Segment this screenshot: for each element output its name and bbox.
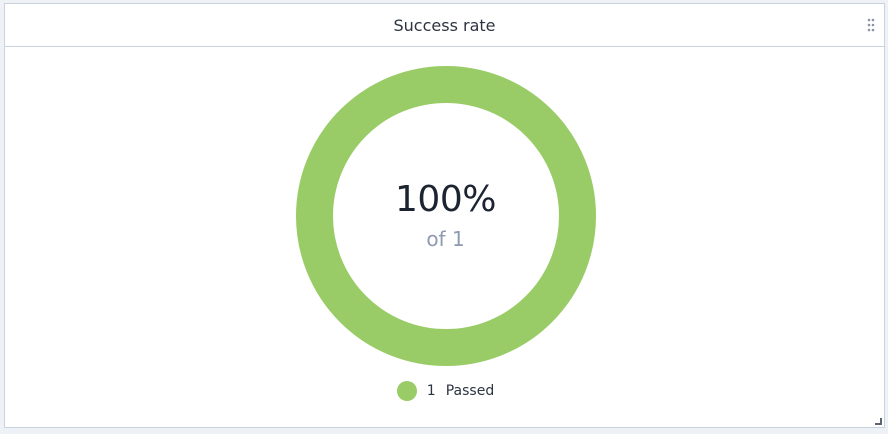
chart-legend: 1 Passed — [5, 381, 886, 401]
resize-corner-icon[interactable] — [875, 418, 882, 425]
legend-label-passed[interactable]: Passed — [445, 383, 495, 399]
total-count: of 1 — [426, 227, 465, 251]
drag-handle-icon[interactable] — [867, 18, 875, 32]
widget-title: Success rate — [393, 15, 496, 35]
donut-chart — [296, 66, 596, 366]
legend-swatch-passed — [396, 381, 417, 401]
widget-header: Success rate — [5, 4, 884, 47]
chart-area: 100% of 1 1 Passed — [5, 47, 884, 427]
legend-count-passed: 1 — [426, 383, 436, 399]
donut-slice-passed[interactable] — [296, 66, 596, 366]
success-rate-widget: Success rate 100% of 1 1 Passed — [4, 3, 885, 428]
success-percentage: 100% — [395, 179, 496, 220]
